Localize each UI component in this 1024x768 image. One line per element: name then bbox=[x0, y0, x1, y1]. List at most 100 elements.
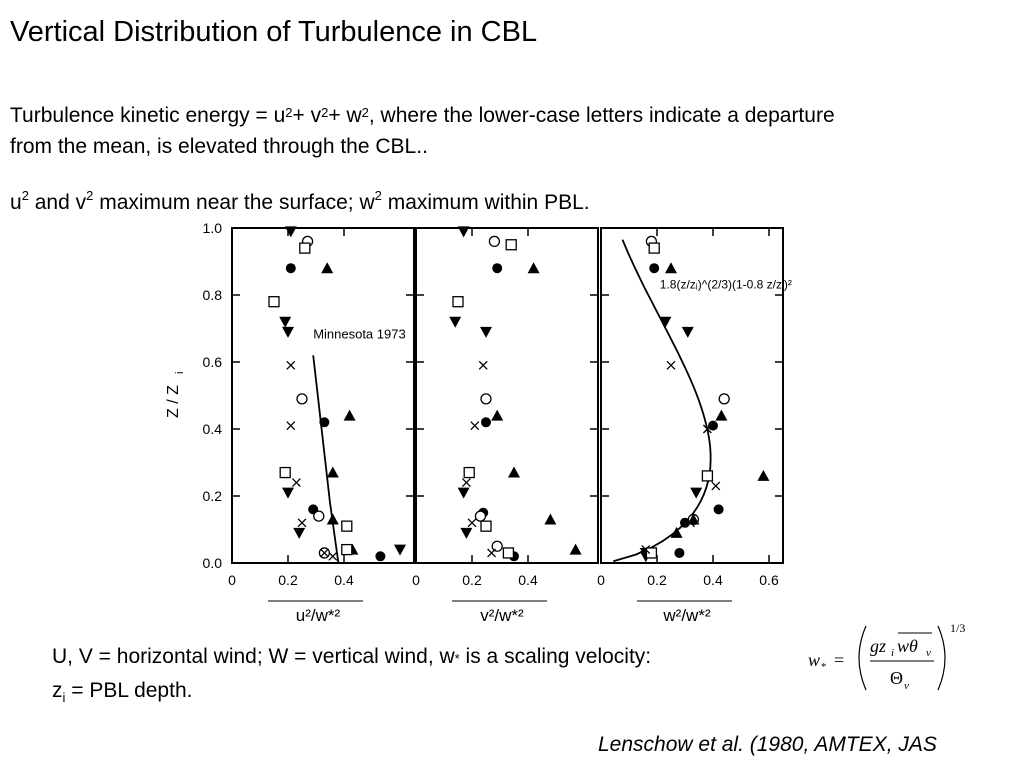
marker-open-circle bbox=[491, 540, 503, 552]
marker-open-square bbox=[645, 547, 658, 559]
marker-open-square bbox=[463, 466, 475, 479]
marker-cross bbox=[487, 548, 497, 558]
marker-cross bbox=[686, 518, 696, 528]
marker-filled-triangle-down bbox=[394, 544, 406, 556]
formula-exponent: 1/3 bbox=[950, 621, 965, 635]
marker-filled-triangle-down bbox=[460, 527, 473, 539]
marker-filled-triangle-down bbox=[284, 226, 297, 238]
x-axis-label: v²/w*² bbox=[480, 606, 524, 625]
maxima-paragraph: u2 and v2 maximum near the surface; w2 m… bbox=[10, 188, 590, 215]
marker-filled-triangle bbox=[326, 513, 339, 525]
panel-frame bbox=[600, 227, 784, 564]
panel-frame bbox=[415, 227, 599, 564]
y-tick-label: 0.8 bbox=[203, 287, 223, 303]
wstar-formula: w * = gz i wθ v Θ v 1/3 bbox=[808, 621, 965, 692]
marker-filled-triangle-down bbox=[480, 326, 492, 338]
x-tick-label: 0.4 bbox=[518, 572, 538, 588]
y-tick-label: 0.0 bbox=[203, 555, 223, 571]
marker-filled-circle bbox=[492, 263, 503, 274]
citation: Lenschow et al. (1980, AMTEX, JAS bbox=[598, 733, 937, 756]
formula-num-i: i bbox=[891, 647, 894, 659]
x-tick-label: 0.4 bbox=[334, 572, 354, 588]
x-axis-label: u²/w*² bbox=[296, 606, 341, 625]
panel-frame bbox=[231, 227, 415, 564]
y-tick-label: 0.2 bbox=[203, 488, 223, 504]
marker-cross bbox=[467, 518, 477, 528]
marker-open-square bbox=[299, 242, 311, 254]
tke-text-a: Turbulence kinetic energy = u bbox=[10, 104, 286, 127]
formula-left-paren bbox=[858, 625, 867, 691]
caption-line2-end: = PBL depth. bbox=[65, 679, 193, 702]
marker-filled-triangle bbox=[715, 409, 728, 421]
y-tick-label: 0.6 bbox=[203, 354, 223, 370]
marker-filled-triangle-down bbox=[449, 316, 462, 328]
marker-filled-triangle-down bbox=[659, 316, 672, 328]
marker-filled-triangle bbox=[665, 262, 677, 274]
marker-filled-circle bbox=[649, 263, 660, 274]
p2-end: maximum within PBL. bbox=[381, 191, 590, 214]
marker-cross bbox=[711, 481, 721, 491]
marker-cross bbox=[319, 548, 329, 558]
formula-eq: = bbox=[834, 650, 844, 670]
curve-label: 1.8(z/zᵢ)^(2/3)(1-0.8 z/zᵢ)² bbox=[660, 277, 792, 291]
marker-filled-triangle-down bbox=[457, 487, 470, 499]
marker-filled-circle bbox=[708, 420, 718, 431]
slide-title: Vertical Distribution of Turbulence in C… bbox=[10, 16, 538, 48]
formula-lhs: w bbox=[808, 650, 820, 670]
marker-open-square bbox=[279, 466, 291, 479]
caption-z: z bbox=[52, 679, 63, 702]
formula-num-g: gz bbox=[870, 636, 886, 656]
marker-cross bbox=[702, 424, 712, 434]
marker-cross bbox=[666, 360, 676, 370]
caption-star: * bbox=[454, 651, 460, 666]
panel-3: 0 0.2 0.4 0.6 w²/w*² 1.8(z/zᵢ)^(2/3)(1-0.8 z/… bbox=[597, 227, 792, 625]
marker-filled-triangle bbox=[527, 262, 540, 274]
formula-den-v: v bbox=[904, 680, 909, 692]
y-tick-label: 0.4 bbox=[203, 421, 223, 437]
marker-cross bbox=[470, 421, 480, 431]
tke-plus-v: + v bbox=[292, 104, 322, 127]
sup-v: 2 bbox=[321, 105, 329, 120]
marker-open-circle bbox=[480, 393, 492, 405]
marker-filled-circle bbox=[481, 417, 491, 428]
tke-paragraph: Turbulence kinetic energy = u2+ v2+ w2, … bbox=[10, 100, 835, 162]
x-tick-label: 0.4 bbox=[703, 572, 723, 588]
p2-mid: maximum near the surface; w bbox=[93, 191, 375, 214]
marker-open-square bbox=[452, 296, 464, 308]
marker-open-circle bbox=[488, 235, 501, 248]
marker-filled-triangle-down bbox=[690, 487, 703, 499]
marker-filled-triangle bbox=[670, 526, 683, 538]
y-axis-label: Z / Z bbox=[165, 385, 182, 418]
marker-cross bbox=[286, 360, 296, 370]
marker-filled-triangle-down bbox=[681, 326, 694, 338]
profile-curve bbox=[312, 355, 340, 564]
marker-filled-circle bbox=[674, 547, 685, 558]
marker-open-square bbox=[648, 242, 660, 254]
marker-open-square bbox=[701, 470, 714, 482]
marker-filled-triangle-down bbox=[457, 226, 470, 238]
marker-filled-triangle-down bbox=[279, 316, 292, 328]
marker-filled-triangle bbox=[757, 469, 770, 481]
marker-open-square bbox=[341, 520, 353, 532]
marker-open-circle bbox=[296, 393, 308, 405]
marker-filled-triangle bbox=[321, 262, 334, 274]
sup-u: 2 bbox=[285, 105, 293, 120]
marker-filled-triangle-down bbox=[282, 326, 294, 338]
x-tick-label: 0 bbox=[597, 572, 605, 588]
marker-filled-triangle-down bbox=[282, 487, 294, 499]
tke-text-line2: from the mean, is elevated through the C… bbox=[10, 135, 428, 158]
marker-filled-circle bbox=[713, 504, 724, 515]
caption-i: i bbox=[62, 690, 66, 706]
marker-open-square bbox=[268, 296, 280, 308]
marker-open-square bbox=[505, 239, 517, 251]
x-tick-label: 0.2 bbox=[462, 572, 482, 588]
marker-open-circle bbox=[313, 510, 325, 522]
marker-open-circle bbox=[718, 393, 730, 405]
turbulence-profile-figure: Z / Z i 0.0 0.2 0.4 0.6 0.8 1.0 0 0.2 0.4 u²/w*² Min… bbox=[165, 220, 792, 625]
marker-open-square bbox=[480, 520, 492, 532]
curve-label: Minnesota 1973 bbox=[313, 327, 406, 342]
marker-open-circle bbox=[474, 510, 487, 522]
x-tick-label: 0.6 bbox=[759, 572, 779, 588]
x-tick-label: 0.2 bbox=[647, 572, 667, 588]
formula-right-paren bbox=[937, 625, 946, 691]
